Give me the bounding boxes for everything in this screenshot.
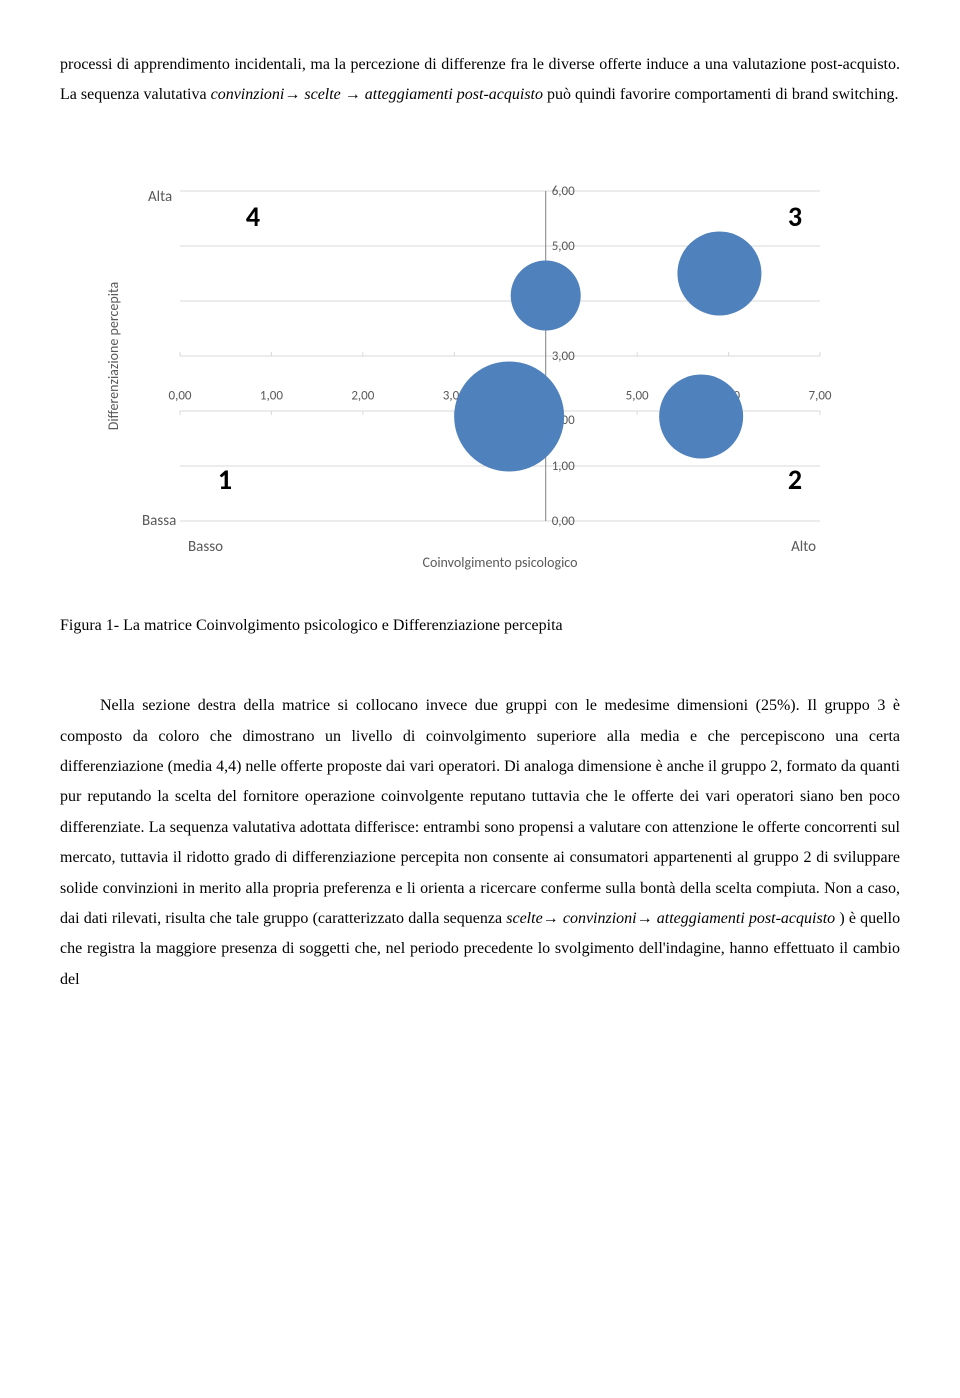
svg-text:4: 4	[246, 199, 260, 234]
paragraph-1: processi di apprendimento incidentali, m…	[60, 50, 900, 111]
arrow-icon: →	[284, 86, 300, 103]
arrow-icon: →	[345, 86, 361, 103]
svg-text:0,00: 0,00	[168, 388, 191, 403]
p1-text-e: può quindi favorire comportamenti di bra…	[547, 86, 898, 103]
p2-text-b: scelte	[506, 910, 542, 927]
svg-text:3,00: 3,00	[552, 349, 575, 364]
chart-svg: 0,001,003,004,005,006,002,000,001,002,00…	[100, 171, 860, 601]
arrow-icon: →	[637, 910, 653, 927]
svg-text:Coinvolgimento psicologico: Coinvolgimento psicologico	[423, 554, 578, 571]
svg-text:6,00: 6,00	[552, 184, 575, 199]
p2-text-c: convinzioni	[563, 910, 637, 927]
p1-text-b: convinzioni	[211, 86, 285, 103]
svg-text:Alta: Alta	[148, 188, 172, 206]
svg-text:1,00: 1,00	[260, 388, 283, 403]
p1-text-c: scelte	[304, 86, 344, 103]
svg-text:5,00: 5,00	[626, 388, 649, 403]
svg-text:Bassa: Bassa	[142, 512, 176, 530]
svg-text:0,00: 0,00	[552, 514, 575, 529]
svg-text:7,00: 7,00	[808, 388, 831, 403]
svg-text:5,00: 5,00	[552, 239, 575, 254]
p2-text-d: atteggiamenti post-acquisto	[657, 910, 835, 927]
figure-caption: Figura 1- La matrice Coinvolgimento psic…	[60, 611, 900, 641]
svg-text:1: 1	[218, 462, 232, 497]
svg-text:Differenziazione percepita: Differenziazione percepita	[105, 282, 122, 430]
svg-text:2,00: 2,00	[351, 388, 374, 403]
svg-text:2: 2	[788, 462, 802, 497]
p1-text-d: atteggiamenti post-acquisto	[365, 86, 543, 103]
svg-text:1,00: 1,00	[552, 459, 575, 474]
svg-text:Basso: Basso	[188, 538, 223, 556]
svg-text:3: 3	[788, 199, 802, 234]
p2-text-a: Nella sezione destra della matrice si co…	[60, 697, 900, 927]
arrow-icon: →	[543, 910, 559, 927]
svg-text:Alto: Alto	[791, 538, 816, 556]
bubble-chart: 0,001,003,004,005,006,002,000,001,002,00…	[100, 171, 860, 601]
paragraph-2: Nella sezione destra della matrice si co…	[60, 691, 900, 995]
